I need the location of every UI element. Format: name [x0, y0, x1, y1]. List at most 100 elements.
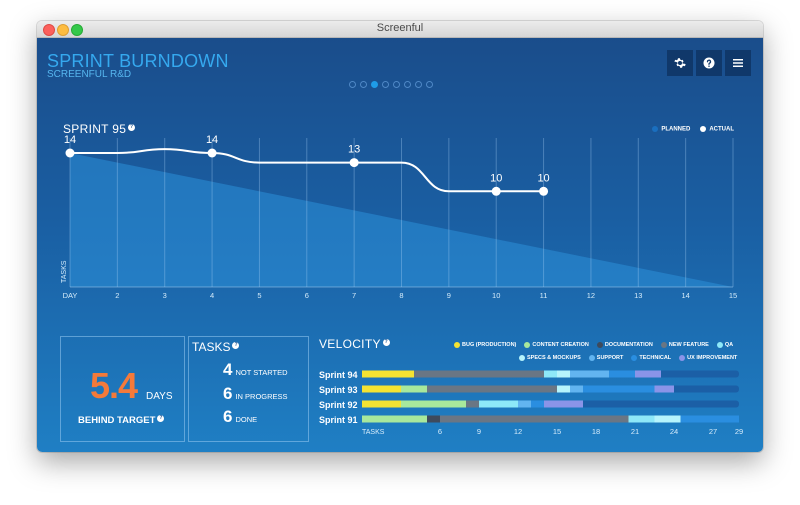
y-axis-label: TASKS: [61, 260, 68, 283]
tasks-panel: TASKS? 4 NOT STARTED 6 IN PROGRESS 6 DON…: [188, 336, 309, 442]
page-dot[interactable]: [404, 81, 411, 88]
velocity-bar-segment: [570, 385, 583, 393]
maximize-window-button[interactable]: [71, 24, 83, 36]
velocity-bar-segment: [440, 415, 629, 423]
x-tick-label: 10: [492, 291, 500, 300]
legend-actual-label: ACTUAL: [709, 126, 734, 133]
velocity-legend-label: QA: [724, 342, 734, 348]
help-icon[interactable]: ?: [157, 415, 165, 422]
velocity-bar-segment: [466, 400, 479, 408]
velocity-legend-item: QA: [716, 342, 734, 348]
legend-planned-swatch: [652, 126, 659, 132]
velocity-tick-label: 18: [592, 427, 600, 436]
velocity-bar-segment: [518, 400, 531, 408]
title-bar: Screenful: [37, 21, 763, 38]
velocity-bar-segment: [362, 400, 401, 408]
actual-line: [69, 148, 544, 193]
velocity-bar-segment: [635, 370, 661, 378]
velocity-legend-swatch: [588, 355, 595, 361]
velocity-bar-segment: [544, 400, 583, 408]
x-tick-label: 7: [352, 291, 356, 300]
settings-button[interactable]: [667, 50, 693, 76]
velocity-bar-segment: [570, 370, 609, 378]
page-dot[interactable]: [382, 81, 389, 88]
velocity-legend-swatch: [631, 355, 638, 361]
page-dot[interactable]: [360, 81, 367, 88]
page-dot[interactable]: [393, 81, 400, 88]
velocity-legend-item: CONTENT CREATION: [524, 342, 589, 348]
tasks-label: NOT STARTED: [235, 368, 288, 377]
velocity-track: [362, 385, 739, 393]
velocity-bar-segment: [557, 385, 570, 393]
velocity-legend-swatch: [524, 342, 531, 348]
velocity-row-label: Sprint 94: [319, 370, 358, 380]
velocity-legend-label: SPECS & MOCKUPS: [527, 355, 581, 361]
velocity-legend-item: SUPPORT: [588, 355, 624, 361]
behind-target-text: BEHIND TARGET: [78, 415, 156, 427]
help-icon: [703, 57, 715, 69]
velocity-legend-label: DOCUMENTATION: [604, 342, 653, 348]
menu-button[interactable]: [725, 50, 751, 76]
legend-planned-label: PLANNED: [661, 126, 691, 133]
x-tick-label: 11: [540, 291, 548, 300]
velocity-legend-swatch: [716, 342, 723, 348]
actual-point: [207, 148, 217, 158]
page-dot[interactable]: [426, 81, 433, 88]
velocity-legend-label: BUG (PRODUCTION): [462, 342, 517, 348]
tasks-count: 6: [223, 407, 233, 426]
burndown-legend: PLANNED ACTUAL: [652, 126, 734, 133]
velocity-legend-label: UX IMPROVEMENT: [687, 355, 738, 361]
x-tick-label: 5: [257, 291, 261, 300]
x-tick-label: 13: [634, 291, 642, 300]
minimize-window-button[interactable]: [57, 24, 69, 36]
tasks-title-text: TASKS: [192, 340, 231, 354]
velocity-row-label: Sprint 91: [319, 415, 358, 425]
velocity-legend-row-2: SPECS & MOCKUPS SUPPORT TECHNICAL UX IMPROV…: [519, 355, 737, 361]
velocity-bar-segment: [583, 385, 655, 393]
page-dot[interactable]: [415, 81, 422, 88]
x-tick-label: 14: [681, 291, 689, 300]
velocity-tick-label: 9: [477, 427, 481, 436]
page-dot[interactable]: [371, 81, 378, 88]
help-icon[interactable]: ?: [232, 342, 240, 349]
velocity-x-label: TASKS: [362, 429, 385, 436]
velocity-legend-row-1: BUG (PRODUCTION) CONTENT CREATION DOCUMENT…: [454, 342, 733, 348]
actual-point: [539, 186, 549, 196]
velocity-tick-label: 27: [709, 427, 717, 436]
velocity-bar-segment: [427, 385, 557, 393]
velocity-legend-label: TECHNICAL: [639, 355, 672, 361]
velocity-bar-segment: [414, 370, 544, 378]
x-tick-label: 8: [399, 291, 403, 300]
velocity-legend-label: SUPPORT: [596, 355, 624, 361]
help-icon[interactable]: ?: [382, 339, 390, 346]
page-dot[interactable]: [349, 81, 356, 88]
behind-days-value: 5.4: [90, 365, 138, 406]
legend-planned: PLANNED: [652, 126, 690, 133]
velocity-track: [362, 370, 739, 378]
velocity-bar-segment: [362, 415, 427, 423]
velocity-tick-label: 24: [670, 427, 678, 436]
velocity-legend-swatch: [454, 342, 460, 348]
close-window-button[interactable]: [43, 24, 55, 36]
x-tick-label: 15: [729, 291, 737, 300]
x-tick-label: DAY: [63, 291, 78, 300]
behind-target-panel: 5.4 DAYS BEHIND TARGET?: [60, 336, 185, 442]
tasks-label: IN PROGRESS: [235, 392, 288, 401]
velocity-legend-label: NEW FEATURE: [668, 342, 709, 348]
velocity-bar-segment: [531, 400, 544, 408]
page-title: SPRINT BURNDOWN: [47, 51, 229, 71]
velocity-legend-item: DOCUMENTATION: [596, 342, 653, 348]
velocity-bar-segment: [401, 400, 466, 408]
velocity-track: [362, 400, 739, 408]
velocity-legend-swatch: [679, 355, 686, 361]
velocity-legend-swatch: [519, 355, 525, 361]
help-icon[interactable]: ?: [128, 124, 136, 131]
sprint-title-text: SPRINT 95: [63, 122, 127, 136]
velocity-tick-label: 12: [514, 427, 522, 436]
velocity-tick-label: 21: [631, 427, 639, 436]
velocity-title-text: VELOCITY: [319, 337, 381, 351]
menu-icon: [733, 59, 743, 67]
actual-point-label: 13: [348, 144, 360, 156]
help-button[interactable]: [696, 50, 722, 76]
tasks-title: TASKS?: [192, 340, 240, 354]
